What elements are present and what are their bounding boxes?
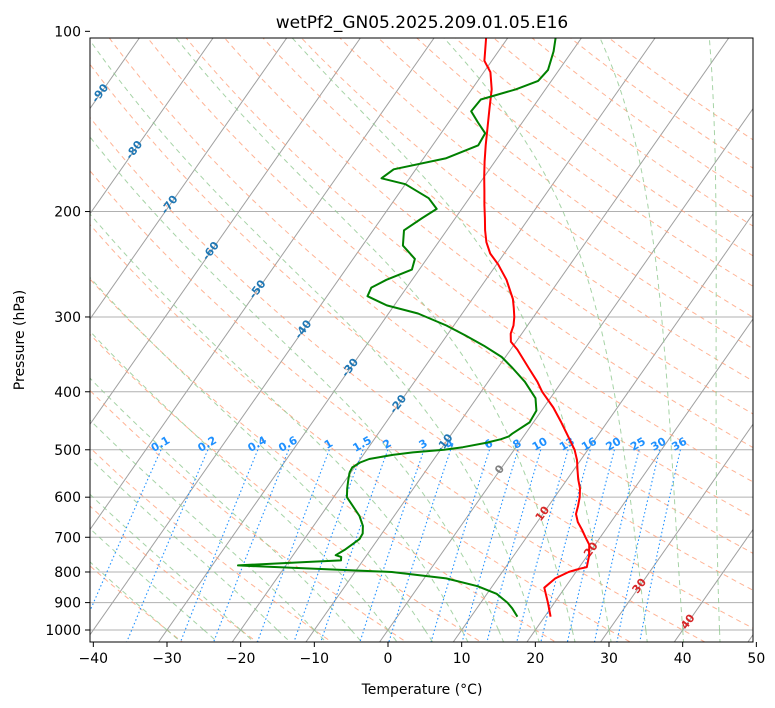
plot-background xyxy=(90,38,753,642)
dry-adiabat xyxy=(262,38,753,415)
x-tick-label: 20 xyxy=(526,651,544,667)
y-tick-label: 600 xyxy=(54,490,81,506)
isotherm-line xyxy=(90,38,435,531)
y-tick-label: 200 xyxy=(54,205,81,221)
dewpoint-line xyxy=(237,38,557,618)
mixing-ratio-line xyxy=(566,449,615,642)
y-tick-label: 100 xyxy=(54,24,81,40)
moist-adiabat xyxy=(175,38,573,631)
dry-adiabat xyxy=(90,446,333,642)
moist-adiabat xyxy=(90,276,426,631)
dry-adiabat xyxy=(90,223,632,642)
mixing-ratio-line xyxy=(639,449,681,642)
moist-adiabat xyxy=(90,527,205,631)
dry-adiabat xyxy=(90,63,753,591)
dry-adiabat xyxy=(90,170,706,642)
mixing-ratio-line xyxy=(388,449,452,642)
plot-frame xyxy=(89,37,754,643)
x-tick-label: 40 xyxy=(674,651,692,667)
isotherm-line xyxy=(599,423,753,642)
isotherm-line xyxy=(90,38,214,215)
moist-adiabat xyxy=(90,330,389,631)
temperature-line xyxy=(483,38,591,617)
x-axis-title: Temperature (°C) xyxy=(361,682,483,698)
y-tick-label: 300 xyxy=(54,310,81,326)
dry-adiabat xyxy=(90,116,753,629)
moist-adiabat xyxy=(90,39,536,631)
dry-adiabat xyxy=(339,38,753,350)
isotherm-line xyxy=(452,212,753,642)
isotherm-line xyxy=(90,38,361,426)
x-tick-label: 50 xyxy=(747,651,765,667)
dry-adiabat xyxy=(185,38,753,483)
isotherm-line xyxy=(673,528,753,642)
dry-adiabat xyxy=(90,505,258,642)
profile-lines xyxy=(237,38,591,618)
moist-adiabat xyxy=(608,629,612,642)
moist-adiabat xyxy=(498,629,505,642)
mixing-ratio-line xyxy=(616,449,661,642)
moist-adiabat xyxy=(90,493,242,631)
x-tick-label: −10 xyxy=(300,651,330,667)
y-tick-label: 400 xyxy=(54,385,81,401)
y-tick-label: 500 xyxy=(54,443,81,459)
moist-adiabat xyxy=(90,457,278,631)
isotherm-line xyxy=(90,38,509,636)
dry-adiabat xyxy=(90,333,482,642)
mixing-ratio-line xyxy=(256,449,330,642)
y-tick-label: 700 xyxy=(54,530,81,546)
axes: −40 −30 −20 −10 0 10 20 30 40 50 100 200 300 400 500 60… xyxy=(45,24,765,667)
y-axis-title: Pressure (hPa) xyxy=(12,290,28,390)
x-tick-label: 0 xyxy=(384,651,393,667)
dry-adiabat xyxy=(377,38,753,318)
moist-adiabat xyxy=(291,38,610,631)
x-tick-label: −20 xyxy=(226,651,256,667)
mixing-ratio-line xyxy=(486,449,542,642)
y-tick-label: 900 xyxy=(54,596,81,612)
moist-adiabat xyxy=(599,38,684,631)
moist-adiabat xyxy=(90,377,352,631)
moist-adiabat xyxy=(90,213,463,631)
mixing-ratio-line xyxy=(516,449,569,642)
dry-adiabat xyxy=(90,389,408,642)
x-tick-label: 10 xyxy=(453,651,471,667)
y-tick-label: 800 xyxy=(54,565,81,581)
isotherm-line xyxy=(305,38,730,642)
dry-adiabat xyxy=(90,278,557,642)
guide-lines xyxy=(90,38,753,642)
moist-adiabat xyxy=(645,629,648,642)
x-tick-label: −40 xyxy=(79,651,109,667)
mixing-ratio-line xyxy=(540,449,591,642)
isotherm-line xyxy=(231,38,656,642)
isotherm-line xyxy=(90,38,288,320)
moist-adiabat xyxy=(90,561,168,631)
dry-adiabat xyxy=(108,38,753,554)
y-tick-label: 1000 xyxy=(45,623,81,639)
moist-adiabat xyxy=(719,629,721,642)
chart-title: wetPf2_GN05.2025.209.01.05.E16 xyxy=(276,13,568,33)
mixing-ratio-line xyxy=(593,449,640,642)
mixing-ratio-line xyxy=(430,449,491,642)
moist-adiabat xyxy=(682,629,685,642)
x-tick-label: −30 xyxy=(152,651,182,667)
moist-adiabat xyxy=(571,629,576,642)
isotherm-line xyxy=(157,38,583,642)
x-tick-label: 30 xyxy=(600,651,618,667)
moist-adiabat xyxy=(534,629,540,642)
moist-adiabat xyxy=(708,38,720,630)
mixing-ratio-line xyxy=(126,449,209,642)
isotherm-line xyxy=(378,107,753,642)
